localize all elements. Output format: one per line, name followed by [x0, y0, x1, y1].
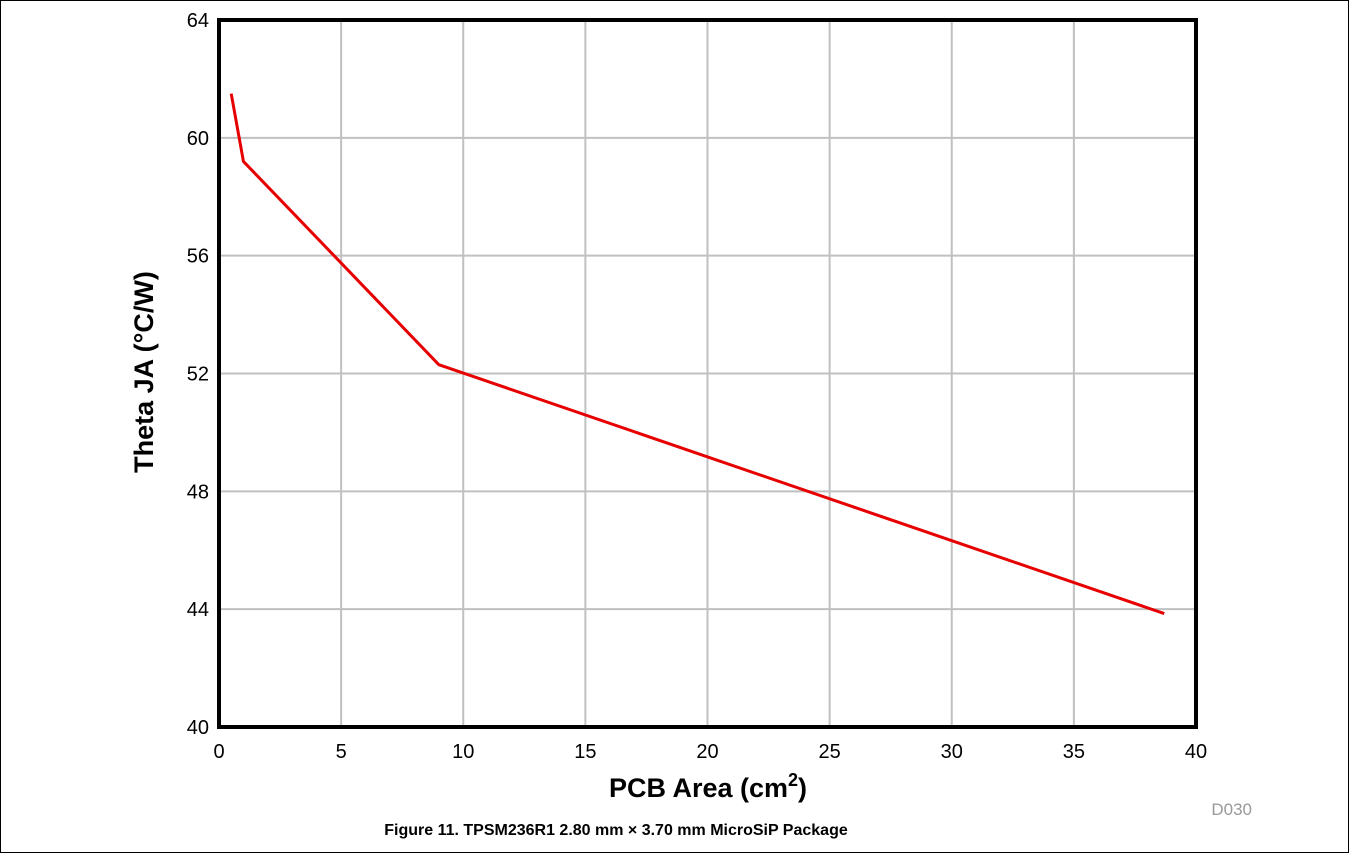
- figure-caption: Figure 11. TPSM236R1 2.80 mm × 3.70 mm M…: [384, 822, 848, 839]
- x-tick-label: 25: [819, 741, 841, 763]
- x-tick-label: 15: [574, 741, 596, 763]
- x-axis-title-text: PCB Area (cm: [609, 773, 788, 803]
- y-tick-label: 40: [187, 717, 209, 739]
- x-tick-label: 5: [336, 741, 347, 763]
- y-axis-title: Theta JA (°C/W): [129, 271, 159, 473]
- x-tick-label: 30: [941, 741, 963, 763]
- plot-area-border: [217, 18, 1198, 729]
- x-tick-label: 10: [452, 741, 474, 763]
- x-axis-title-close: ): [798, 773, 807, 803]
- x-tick-label: 40: [1185, 741, 1207, 763]
- y-tick-label: 60: [187, 128, 209, 150]
- series-line: [229, 93, 1165, 616]
- figure-code: D030: [1211, 800, 1252, 819]
- grid: [218, 19, 1197, 728]
- x-axis-title-superscript: 2: [788, 770, 798, 790]
- x-tick-label: 20: [696, 741, 718, 763]
- x-axis-title: PCB Area (cm2): [609, 770, 807, 803]
- x-tick-label: 0: [213, 741, 224, 763]
- y-tick-labels: 40 44 48 52 56 60 64: [187, 10, 209, 739]
- y-tick-label: 56: [187, 246, 209, 268]
- y-tick-label: 44: [187, 599, 209, 621]
- y-tick-label: 64: [187, 10, 209, 32]
- x-tick-label: 35: [1063, 741, 1085, 763]
- series-lines: [229, 93, 1165, 616]
- x-tick-labels: 0 5 10 15 20 25 30 35 40: [213, 741, 1207, 763]
- y-tick-label: 48: [187, 481, 209, 503]
- y-tick-label: 52: [187, 364, 209, 386]
